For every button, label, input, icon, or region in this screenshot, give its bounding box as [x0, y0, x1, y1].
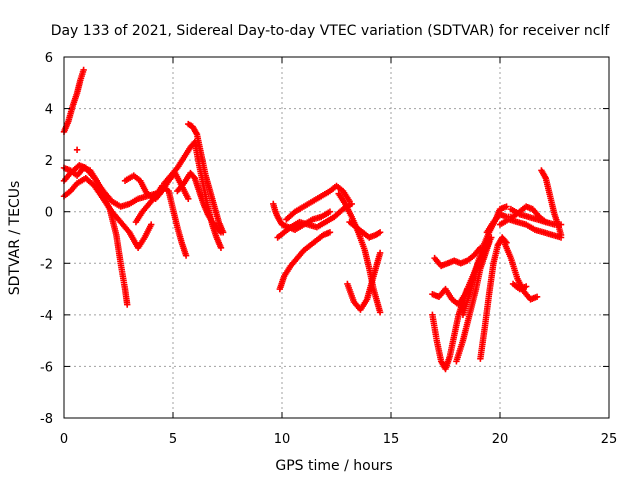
plot-frame [63, 56, 610, 419]
x-tick-label: 15 [383, 432, 400, 447]
data-point-marker [485, 239, 493, 246]
data-point-marker [182, 252, 190, 259]
data-point-marker [219, 229, 227, 236]
y-tick-label: -2 [40, 257, 53, 272]
y-tick-label: 4 [45, 103, 53, 118]
data-point-marker [522, 283, 530, 290]
data-point-marker [217, 244, 225, 252]
data-point-marker [73, 146, 81, 154]
x-tick-label: 0 [60, 432, 68, 447]
chart-title: Day 133 of 2021, Sidereal Day-to-day VTE… [51, 23, 611, 39]
data-point-marker [326, 229, 334, 236]
data-point-marker [376, 249, 384, 257]
y-tick-label: 2 [45, 154, 53, 169]
data-point-marker [376, 229, 384, 236]
y-tick-label: 6 [45, 51, 53, 66]
x-axis-label: GPS time / hours [275, 458, 392, 474]
data-point-marker [148, 221, 155, 228]
grid-lines [64, 57, 609, 418]
data-point-marker [185, 195, 192, 203]
y-axis-label: SDTVAR / TECUs [7, 181, 23, 296]
y-tick-label: -4 [40, 309, 53, 324]
data-point-marker [326, 208, 334, 215]
data-point-marker [503, 203, 510, 210]
data-point-marker [376, 309, 384, 316]
data-point-marker [124, 301, 131, 308]
x-tick-label: 5 [169, 432, 177, 447]
data-point-marker [533, 293, 541, 301]
x-axis-ticks: 0 5 10 15 20 25 [60, 57, 617, 447]
y-axis-ticks: -8 -6 -4 -2 0 2 4 6 [40, 51, 609, 427]
y-tick-label: -8 [40, 412, 53, 427]
data-point-marker [557, 221, 565, 228]
x-tick-label: 20 [492, 432, 509, 447]
data-point-marker [557, 231, 565, 239]
x-tick-label: 10 [274, 432, 291, 447]
y-tick-label: -6 [40, 360, 53, 375]
data-point-marker [346, 198, 353, 205]
data-point-marker [80, 66, 87, 74]
data-points [60, 66, 565, 373]
y-tick-label: 0 [45, 206, 53, 221]
x-tick-label: 25 [601, 432, 618, 447]
